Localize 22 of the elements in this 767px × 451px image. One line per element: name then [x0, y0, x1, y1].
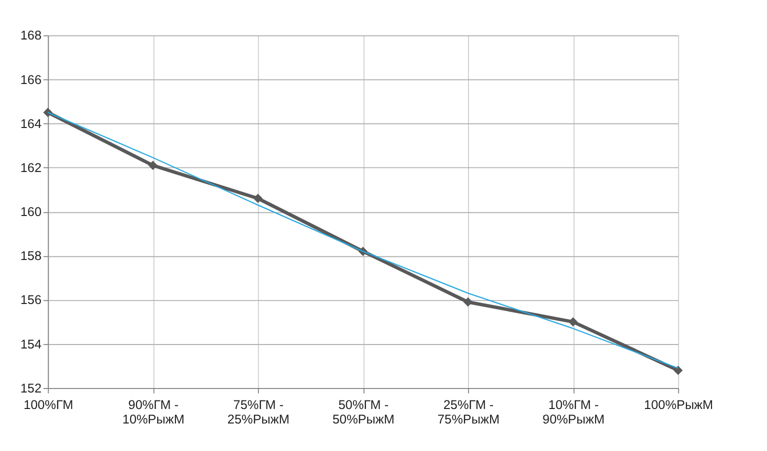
y-tick-label: 154	[20, 337, 42, 352]
x-tick-label: 90%ГМ - 10%РыжМ	[122, 398, 184, 427]
x-tick-label: 100%ГМ	[24, 398, 74, 412]
point	[568, 317, 578, 327]
y-tick-label: 164	[20, 116, 42, 131]
y-tick-label: 166	[20, 72, 42, 87]
point	[253, 194, 263, 204]
point	[43, 108, 53, 118]
y-tick-label: 160	[20, 205, 42, 220]
y-tick-label: 162	[20, 160, 42, 175]
x-tick-label: 10%ГМ - 90%РыжМ	[542, 398, 605, 427]
y-tick-label: 152	[20, 381, 42, 396]
point	[673, 366, 683, 376]
x-tick-label: 50%ГМ - 50%РыжМ	[332, 398, 394, 427]
point	[148, 160, 158, 170]
x-tick-label: 100%РыжМ	[644, 398, 714, 412]
y-tick-label: 158	[20, 249, 42, 264]
x-tick-label: 25%ГМ - 75%РыжМ	[437, 398, 500, 427]
x-tick-label: 75%ГМ - 25%РыжМ	[227, 398, 290, 427]
point	[463, 297, 473, 307]
y-tick-label: 156	[20, 293, 42, 308]
y-tick-label: 168	[20, 28, 42, 43]
